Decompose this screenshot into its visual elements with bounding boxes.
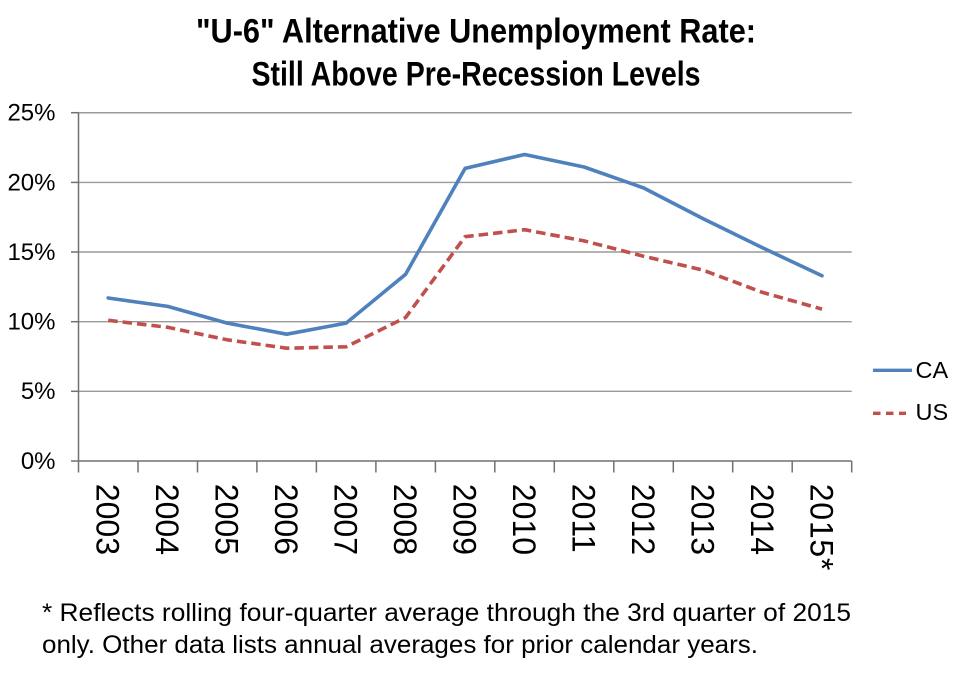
svg-text:2012: 2012 xyxy=(625,484,661,555)
svg-text:25%: 25% xyxy=(7,100,55,127)
svg-text:0%: 0% xyxy=(21,448,56,475)
svg-text:* Reflects rolling four-quarte: * Reflects rolling four-quarter average … xyxy=(42,599,851,627)
svg-text:only. Other data lists annual: only. Other data lists annual averages f… xyxy=(42,631,758,659)
svg-text:15%: 15% xyxy=(7,239,55,266)
svg-text:2011: 2011 xyxy=(565,484,601,553)
svg-text:Still Above Pre-Recession Leve: Still Above Pre-Recession Levels xyxy=(252,56,701,94)
svg-text:2014: 2014 xyxy=(744,484,780,555)
svg-text:2010: 2010 xyxy=(506,484,542,555)
svg-text:2003: 2003 xyxy=(90,484,126,555)
svg-text:2009: 2009 xyxy=(446,484,482,555)
svg-text:10%: 10% xyxy=(7,309,55,336)
svg-text:5%: 5% xyxy=(21,378,56,405)
svg-text:2007: 2007 xyxy=(327,484,363,555)
svg-text:2013: 2013 xyxy=(684,484,720,555)
svg-text:2008: 2008 xyxy=(387,484,423,555)
svg-text:CA: CA xyxy=(916,357,949,383)
svg-text:2015*: 2015* xyxy=(803,484,839,571)
svg-text:2005: 2005 xyxy=(209,484,245,555)
svg-text:2006: 2006 xyxy=(268,484,304,555)
svg-text:US: US xyxy=(916,399,949,425)
svg-text:20%: 20% xyxy=(7,169,55,196)
svg-text:2004: 2004 xyxy=(149,484,185,555)
svg-text:"U-6" Alternative Unemployment: "U-6" Alternative Unemployment Rate: xyxy=(196,13,756,51)
